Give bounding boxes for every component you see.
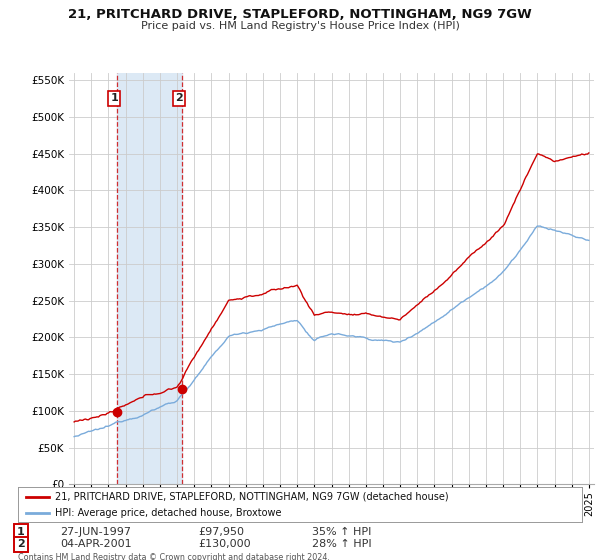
Text: Price paid vs. HM Land Registry's House Price Index (HPI): Price paid vs. HM Land Registry's House … — [140, 21, 460, 31]
Text: Contains HM Land Registry data © Crown copyright and database right 2024.
This d: Contains HM Land Registry data © Crown c… — [18, 553, 330, 560]
Text: 21, PRITCHARD DRIVE, STAPLEFORD, NOTTINGHAM, NG9 7GW (detached house): 21, PRITCHARD DRIVE, STAPLEFORD, NOTTING… — [55, 492, 448, 502]
Text: 28% ↑ HPI: 28% ↑ HPI — [312, 539, 371, 549]
Text: £130,000: £130,000 — [198, 539, 251, 549]
Bar — [117, 73, 182, 484]
Text: HPI: Average price, detached house, Broxtowe: HPI: Average price, detached house, Brox… — [55, 507, 281, 517]
Text: 27-JUN-1997: 27-JUN-1997 — [60, 527, 131, 537]
Text: 2: 2 — [17, 539, 25, 549]
Text: 21, PRITCHARD DRIVE, STAPLEFORD, NOTTINGHAM, NG9 7GW: 21, PRITCHARD DRIVE, STAPLEFORD, NOTTING… — [68, 8, 532, 21]
Text: 1: 1 — [110, 94, 118, 104]
Text: £97,950: £97,950 — [198, 527, 244, 537]
Text: 2: 2 — [175, 94, 183, 104]
Text: 35% ↑ HPI: 35% ↑ HPI — [312, 527, 371, 537]
Text: 1: 1 — [17, 527, 25, 537]
Text: 04-APR-2001: 04-APR-2001 — [60, 539, 131, 549]
